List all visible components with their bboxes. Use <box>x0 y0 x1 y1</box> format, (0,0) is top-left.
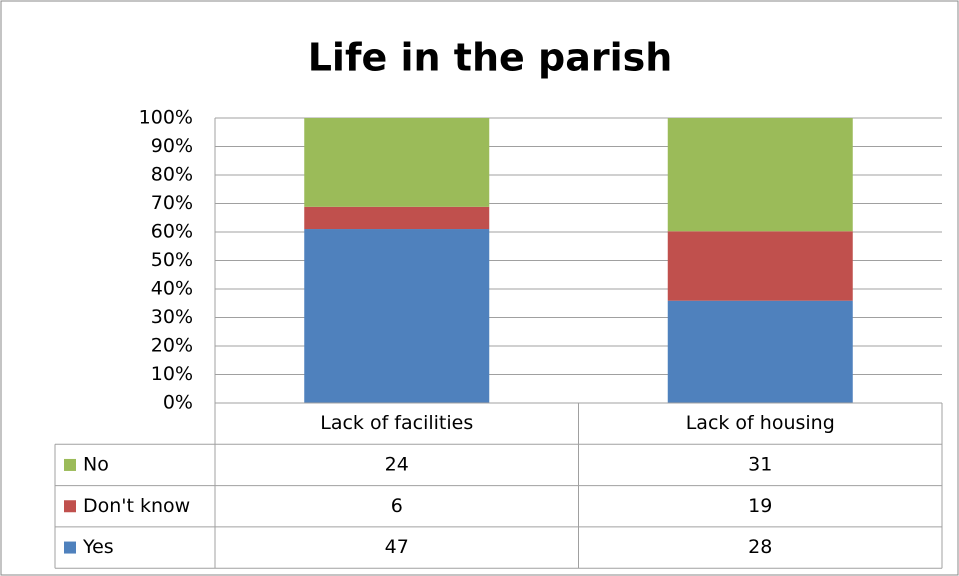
table-value: 31 <box>748 453 772 475</box>
legend-swatch <box>64 541 76 554</box>
legend-label: Yes <box>82 536 114 558</box>
legend-swatch <box>64 458 76 471</box>
table-value: 19 <box>748 495 772 517</box>
bar-segment <box>304 206 490 230</box>
table-value: 24 <box>385 453 409 475</box>
bar-segment <box>667 118 853 232</box>
y-tick-label: 80% <box>151 164 193 186</box>
y-tick-label: 70% <box>151 192 193 214</box>
table-value: 47 <box>385 536 409 558</box>
y-tick-label: 0% <box>163 392 193 414</box>
y-tick-label: 30% <box>151 306 193 328</box>
y-tick-label: 90% <box>151 135 193 157</box>
table-value: 6 <box>391 495 403 517</box>
legend-swatch <box>64 500 76 513</box>
legend-label: Don't know <box>83 495 190 517</box>
y-tick-label: 60% <box>151 221 193 243</box>
chart-title: Life in the parish <box>308 36 673 80</box>
bar-segment <box>667 300 853 403</box>
bar-segment <box>304 118 490 207</box>
table-value: 28 <box>748 536 772 558</box>
x-tick-label: Lack of facilities <box>320 412 473 434</box>
bar-segment <box>304 229 490 403</box>
y-tick-label: 100% <box>139 107 193 129</box>
x-tick-label: Lack of housing <box>686 412 835 434</box>
y-tick-label: 40% <box>151 278 193 300</box>
y-tick-label: 50% <box>151 249 193 271</box>
legend-label: No <box>83 453 109 475</box>
y-tick-label: 10% <box>151 363 193 385</box>
y-tick-label: 20% <box>151 335 193 357</box>
bar-segment <box>667 231 853 301</box>
